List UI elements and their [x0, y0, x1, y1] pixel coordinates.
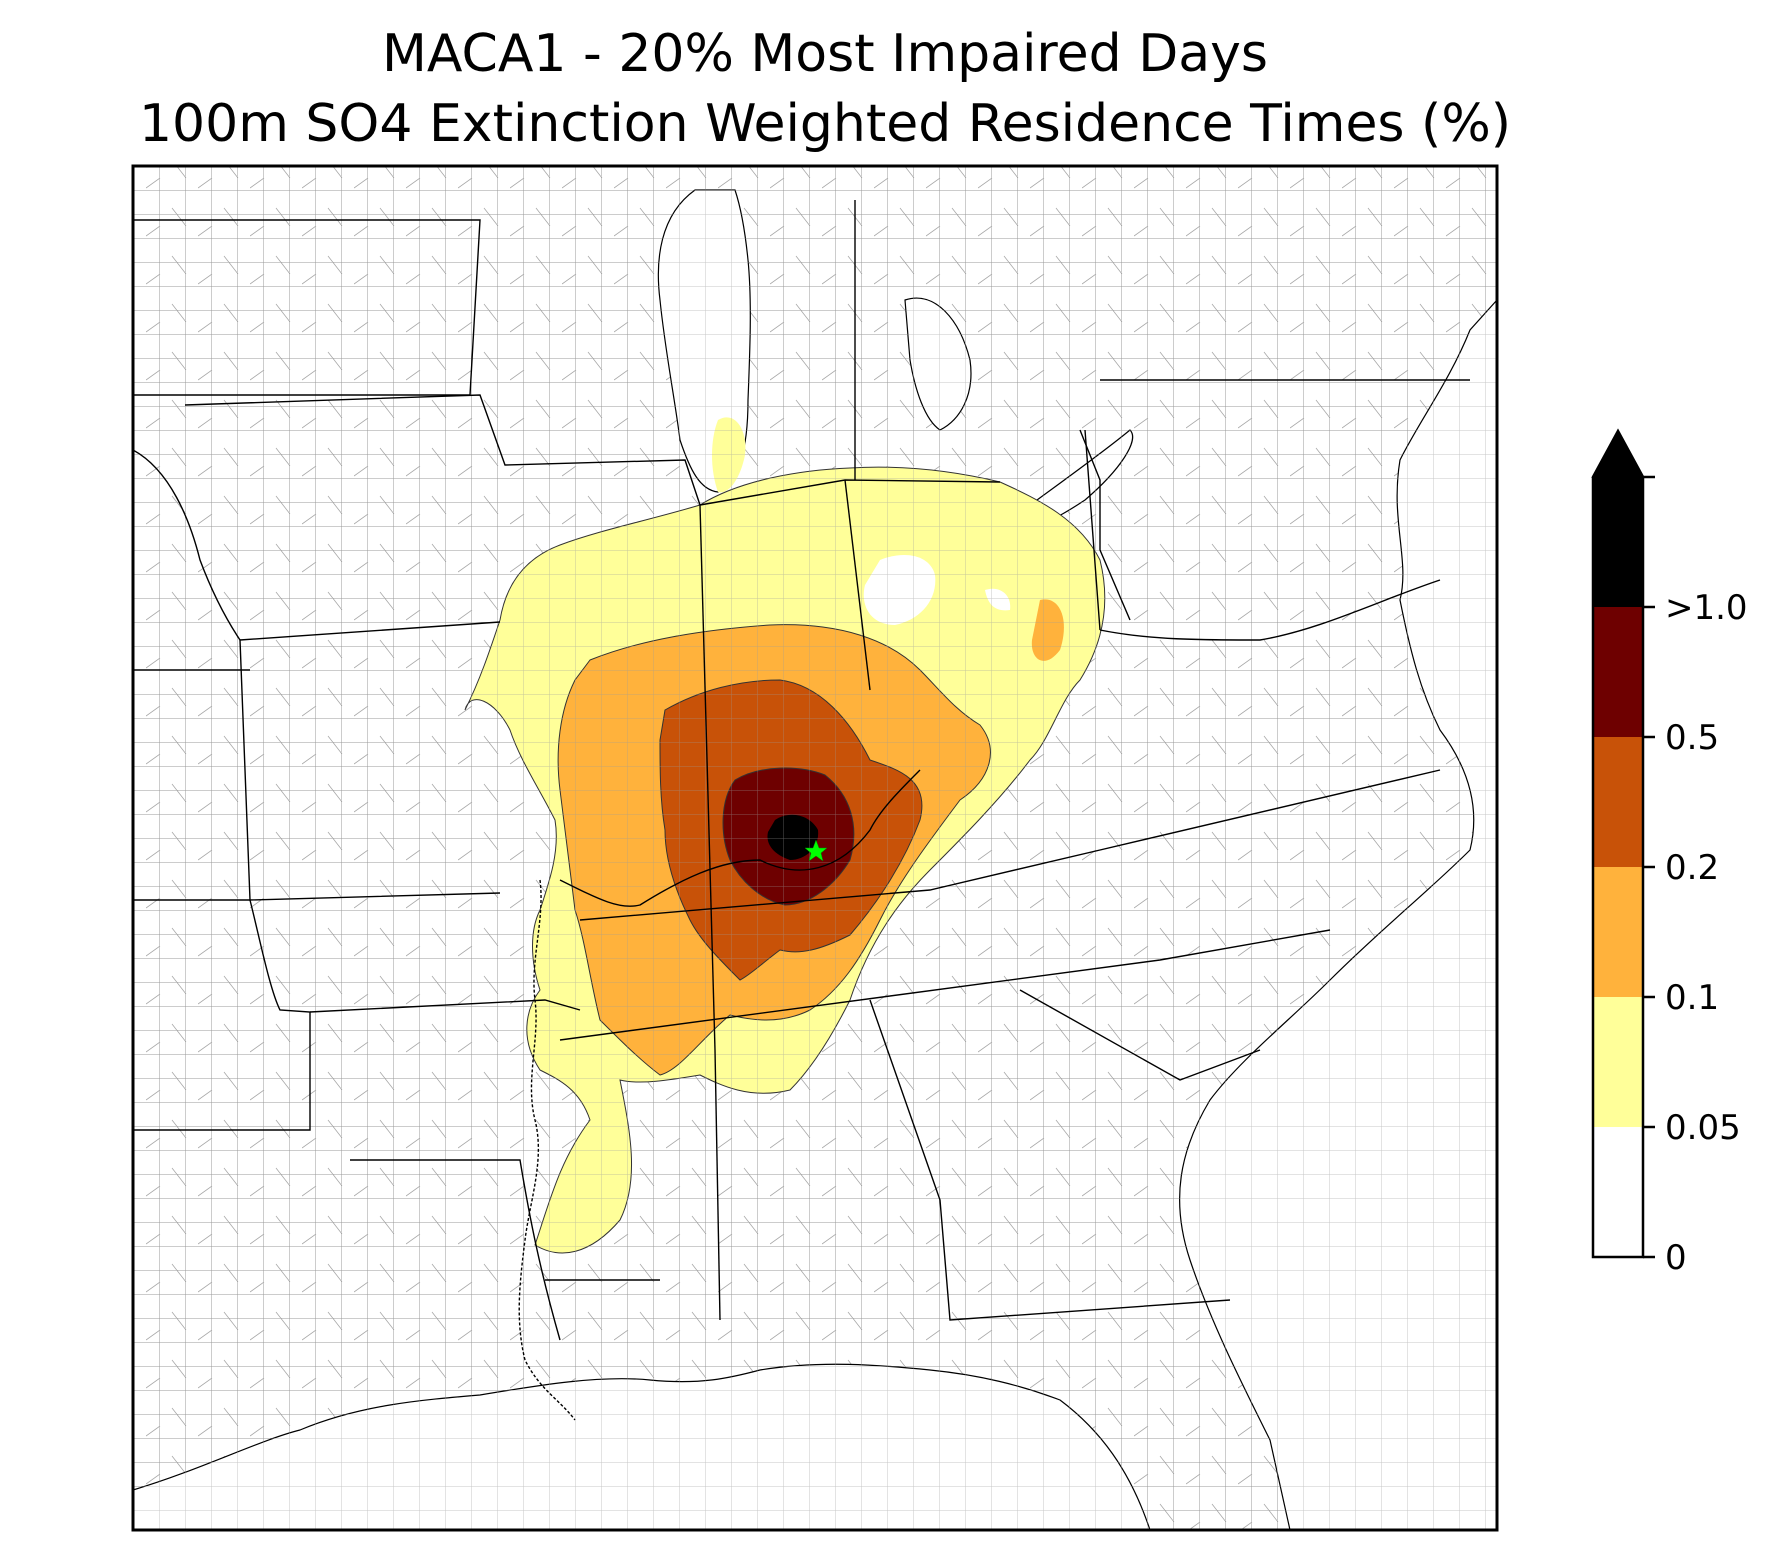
colorbar-tick-label: 0.1	[1665, 978, 1719, 1018]
colorbar-tick-label: 0.2	[1665, 848, 1719, 888]
map-frame	[131, 164, 1499, 1532]
colorbar-bin-1	[1593, 997, 1643, 1127]
state-boundaries	[133, 200, 1470, 1341]
colorbar-tick-label: 0.5	[1665, 718, 1719, 758]
colorbar-bin-0	[1593, 1127, 1643, 1257]
colorbar-tick-label: 0	[1665, 1238, 1687, 1278]
colorbar-tick-label: >1.0	[1665, 588, 1748, 628]
mississippi-river	[518, 879, 576, 1421]
colorbar-bin-4	[1593, 607, 1643, 737]
colorbar-extend-arrow	[1591, 428, 1645, 478]
colorbar-outline	[1591, 428, 1645, 1259]
receptor-site-star	[804, 839, 828, 862]
colorbar-bin-3	[1593, 737, 1643, 867]
colorbar-bin-5	[1593, 477, 1643, 607]
map-title-line-1: MACA1 - 20% Most Impaired Days	[382, 24, 1268, 84]
colorbar-tick-label: 0.05	[1665, 1108, 1741, 1148]
map-title-line-2: 100m SO4 Extinction Weighted Residence T…	[138, 94, 1512, 154]
colorbar-bin-2	[1593, 867, 1643, 997]
